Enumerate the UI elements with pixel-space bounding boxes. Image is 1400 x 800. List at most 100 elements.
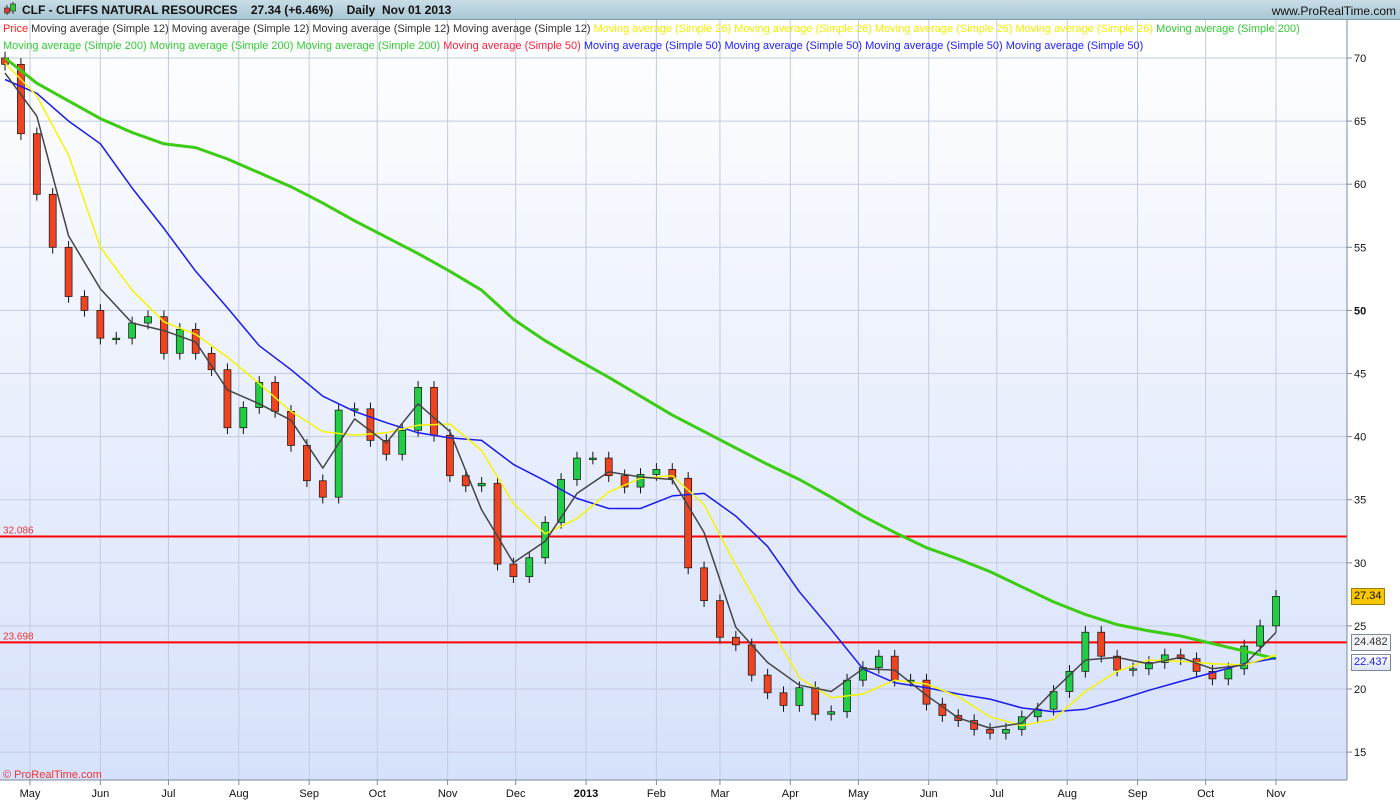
legend-item[interactable]: Moving average (Simple 200): [296, 40, 444, 52]
candle-body-up: [1002, 729, 1010, 734]
y-axis[interactable]: 15 20 25 30 35 40 45 50 55 60 65 70: [1347, 53, 1366, 759]
candle: [763, 668, 772, 700]
candle-body-down: [970, 720, 978, 730]
legend-item[interactable]: Moving average (Simple 12): [453, 23, 594, 35]
candle-body-up: [1081, 631, 1090, 672]
candle-body-down: [80, 296, 89, 311]
candle-body-down: [96, 310, 105, 339]
legend-row: Moving average (Simple 200) Moving avera…: [3, 38, 1333, 55]
ma50-value-label: 22.437: [1351, 654, 1391, 671]
x-tick-label: Jun: [91, 788, 109, 800]
candle-body-up: [1160, 654, 1169, 663]
legend-row: Price Moving average (Simple 12) Moving …: [3, 21, 1333, 38]
candle-body-down: [811, 687, 820, 715]
legend-item[interactable]: Moving average (Simple 200): [3, 40, 150, 52]
candle-body-up: [859, 667, 867, 681]
candles: [1, 51, 1280, 740]
legend-item[interactable]: Moving average (Simple 200): [149, 40, 297, 52]
candle-body-down: [1097, 631, 1106, 657]
candle: [493, 476, 502, 571]
candle-body-up: [1049, 691, 1058, 710]
candle: [48, 187, 57, 254]
candle: [859, 661, 867, 687]
candle-body-down: [223, 369, 232, 429]
candle: [175, 323, 184, 360]
candle: [731, 630, 740, 652]
candlestick-logo-icon: [4, 2, 16, 15]
candle-body-up: [557, 479, 565, 523]
candle: [668, 463, 677, 485]
candle-body-down: [1113, 655, 1121, 671]
candle-body-up: [573, 457, 581, 480]
candle-body-down: [890, 655, 899, 681]
candle-body-up: [414, 387, 422, 431]
candle-body-down: [700, 567, 708, 602]
x-tick-label: Sep: [299, 788, 319, 800]
candle-body-up: [636, 474, 645, 488]
legend-item[interactable]: Moving average (Simple 50): [1005, 40, 1147, 52]
y-tick-label: 20: [1354, 684, 1366, 696]
x-axis[interactable]: May Jun Jul Aug Sep Oct Nov Dec 2013 Feb Mar Apr May…: [20, 780, 1287, 800]
title-bar: CLF - CLIFFS NATURAL RESOURCES 27.34 (+6…: [0, 0, 1400, 20]
legend-item[interactable]: Moving average (Simple 12): [31, 23, 172, 35]
candle-body-up: [1272, 596, 1280, 627]
legend-item[interactable]: Moving average (Simple 200): [1156, 23, 1303, 35]
chart-title: CLF - CLIFFS NATURAL RESOURCES 27.34 (+6…: [22, 3, 452, 17]
site-link[interactable]: www.ProRealTime.com: [1271, 4, 1396, 18]
legend-item[interactable]: Moving average (Simple 12): [312, 23, 453, 35]
candle: [223, 363, 232, 435]
candle-body-down: [446, 434, 454, 477]
candle: [684, 471, 693, 575]
x-tick-label: Jul: [161, 788, 175, 800]
candle: [1240, 639, 1249, 676]
legend-item[interactable]: Price: [3, 23, 32, 35]
candle-body-up: [795, 687, 804, 706]
candle: [160, 310, 168, 360]
y-tick-label: 30: [1354, 558, 1366, 570]
y-tick-label: 50: [1354, 305, 1366, 317]
legend-item[interactable]: Moving average (Simple 50): [724, 40, 866, 52]
candle-body-down: [668, 469, 677, 479]
candle: [557, 473, 565, 529]
legend-item[interactable]: Moving average (Simple 26): [593, 23, 735, 35]
legend-item[interactable]: Moving average (Simple 50): [443, 40, 584, 52]
candle: [477, 476, 486, 493]
candle-body-up: [1129, 668, 1137, 671]
watermark: © ProRealTime.com: [3, 769, 102, 781]
x-tick-label: Jul: [990, 788, 1004, 800]
candle: [80, 290, 89, 317]
legend-item[interactable]: Moving average (Simple 12): [171, 23, 313, 35]
legend-item[interactable]: Moving average (Simple 50): [583, 40, 725, 52]
candle: [525, 551, 534, 583]
legend-item[interactable]: Moving average (Simple 26): [734, 23, 875, 35]
legend-item[interactable]: Moving average (Simple 26): [1015, 23, 1157, 35]
candle-body-up: [525, 557, 534, 578]
candle-body-down: [303, 445, 311, 482]
x-tick-label: Feb: [647, 788, 666, 800]
legend-item[interactable]: Moving average (Simple 50): [865, 40, 1006, 52]
candle: [779, 686, 788, 712]
candle-body-up: [1256, 625, 1264, 647]
x-tick-label: Aug: [1057, 788, 1077, 800]
x-tick-label: Jun: [920, 788, 938, 800]
candle-body-up: [239, 407, 248, 429]
candle-body-down: [287, 411, 295, 446]
candle-body-down: [366, 408, 375, 441]
candle: [96, 304, 105, 345]
candle-body-down: [620, 475, 629, 488]
candle-body-up: [175, 328, 184, 354]
legend-item[interactable]: Moving average (Simple 26): [874, 23, 1016, 35]
candle-body-up: [144, 316, 152, 324]
candle: [430, 381, 438, 442]
candle-body-down: [382, 440, 391, 455]
candle: [414, 381, 422, 437]
candle: [636, 468, 645, 494]
candle-body-up: [874, 655, 883, 668]
y-tick-label: 60: [1354, 179, 1366, 191]
last-price-label: 27.34: [1351, 588, 1385, 605]
candle: [589, 451, 597, 465]
y-tick-label: 55: [1354, 242, 1366, 254]
candle-body-down: [1208, 670, 1217, 680]
candle-body-down: [986, 729, 994, 734]
